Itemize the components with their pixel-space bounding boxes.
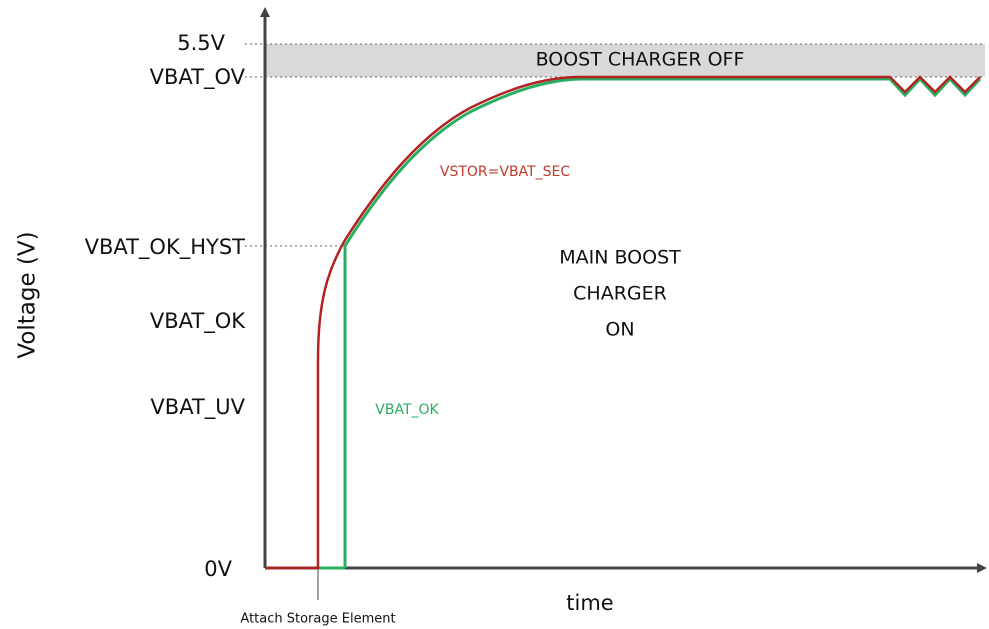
on-label: MAIN BOOST (559, 247, 681, 269)
level-label: 0V (204, 557, 232, 581)
level-label: VBAT_UV (150, 395, 245, 420)
on-label: CHARGER (573, 283, 667, 305)
level-label: VBAT_OV (150, 65, 246, 90)
vbat-ok-label: VBAT_OK (375, 402, 439, 418)
level-label: VBAT_OK (150, 309, 246, 334)
on-label: ON (605, 319, 634, 341)
vstor-label: VSTOR=VBAT_SEC (440, 164, 570, 180)
level-label: 5.5V (177, 31, 225, 55)
x-axis-title: time (566, 591, 613, 615)
off-band (265, 44, 985, 77)
vstor-curve (265, 75, 981, 570)
vbat-ok-curve (343, 76, 982, 568)
event-label: Attach Storage Element (240, 612, 395, 627)
level-label: VBAT_OK_HYST (85, 235, 246, 260)
off-label: BOOST CHARGER OFF (536, 49, 745, 71)
y-axis-title: Voltage (V) (15, 231, 41, 358)
